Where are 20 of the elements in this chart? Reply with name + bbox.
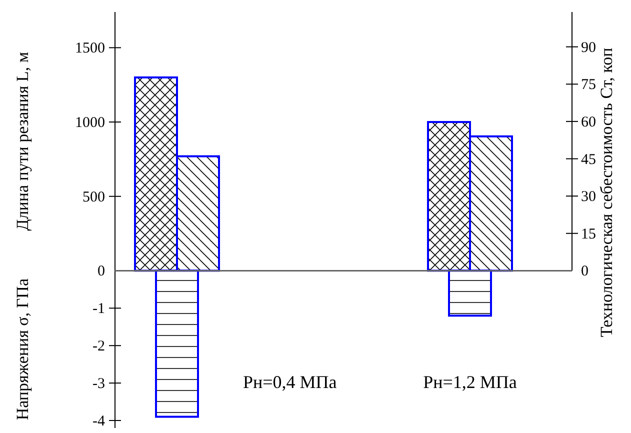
y2-tick-label: 90 xyxy=(581,40,596,56)
y-tick-label: -3 xyxy=(92,376,105,392)
y2-tick-label: 75 xyxy=(581,77,596,94)
y-tick-label: 500 xyxy=(82,189,105,206)
y-axis-title: Длина пути резания L, м xyxy=(13,52,32,231)
annotation: Pн=1,2 МПа xyxy=(423,372,517,392)
y2-tick-label: 60 xyxy=(581,114,596,130)
y2-tick-label: 0 xyxy=(581,264,588,280)
annotation: Pн=0,4 МПа xyxy=(243,372,337,392)
y-tick-label: 1500 xyxy=(75,40,105,57)
y-tick-label: -1 xyxy=(92,301,105,318)
y2-tick-label: 45 xyxy=(581,152,596,168)
y-axis-title: Напряжения σ, ГПа xyxy=(13,278,32,420)
y2-axis-title: Технологическая себестоимость Cт, коп xyxy=(597,48,616,338)
y2-tick-label: 15 xyxy=(581,226,596,242)
y2-tick-label: 30 xyxy=(581,189,596,206)
y-tick-label: 0 xyxy=(98,264,105,280)
y-tick-label: -2 xyxy=(92,338,105,355)
y-tick-label: -4 xyxy=(92,414,106,430)
y-tick-label: 1000 xyxy=(75,115,105,132)
